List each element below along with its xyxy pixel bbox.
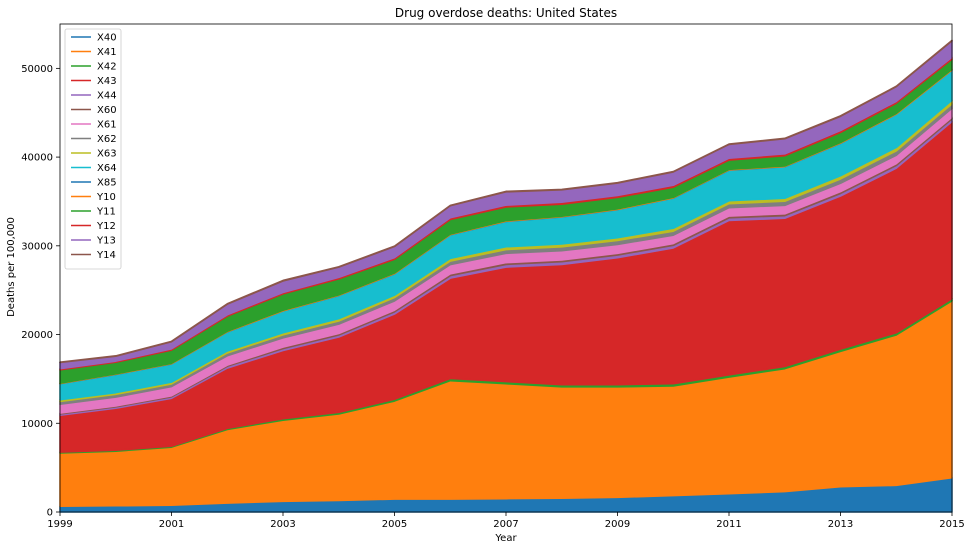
y-tick-label: 10000 [21, 419, 53, 430]
legend-label-x62: X62 [97, 134, 117, 145]
x-axis: 1999 2001 2003 2005 2007 2009 2011 2013 2015 [47, 512, 965, 530]
y-tick-label: 30000 [21, 241, 53, 252]
legend-label-y12: Y12 [96, 221, 116, 232]
y-axis: 0 10000 20000 30000 40000 50000 [21, 64, 60, 519]
x-tick-label: 2007 [493, 519, 518, 530]
legend-label-y14: Y14 [96, 250, 116, 261]
chart-title: Drug overdose deaths: United States [395, 6, 617, 20]
legend-label-x44: X44 [97, 91, 117, 102]
legend-label-x42: X42 [97, 62, 117, 73]
legend-label-x60: X60 [97, 105, 117, 116]
x-tick-label: 2003 [270, 519, 295, 530]
x-tick-label: 2013 [828, 519, 853, 530]
x-tick-label: 1999 [47, 519, 72, 530]
y-axis-label: Deaths per 100,000 [6, 217, 17, 317]
legend-label-x43: X43 [97, 76, 117, 87]
legend-label-y11: Y11 [96, 207, 116, 218]
legend-label-x61: X61 [97, 120, 117, 131]
legend-label-x63: X63 [97, 149, 117, 160]
legend-label-y13: Y13 [96, 236, 116, 247]
legend-label-y10: Y10 [96, 192, 116, 203]
y-tick-label: 20000 [21, 330, 53, 341]
legend: X40 X41 X42 X43 X44 X60 X61 X62 X63 X64 X85 Y10 Y11 Y… [64, 28, 122, 270]
x-tick-label: 2001 [159, 519, 184, 530]
legend-label-x41: X41 [97, 47, 117, 58]
legend-label-x40: X40 [97, 33, 117, 44]
y-tick-label: 50000 [21, 64, 53, 75]
y-tick-label: 0 [47, 508, 53, 519]
x-axis-label: Year [494, 533, 517, 544]
x-tick-label: 2009 [605, 519, 630, 530]
x-tick-label: 2005 [382, 519, 407, 530]
legend-label-x64: X64 [97, 163, 117, 174]
legend-box [64, 28, 122, 270]
x-tick-label: 2015 [939, 519, 964, 530]
y-tick-label: 40000 [21, 153, 53, 164]
x-tick-label: 2011 [716, 519, 741, 530]
area-layers [59, 39, 953, 513]
legend-label-x85: X85 [97, 178, 117, 189]
